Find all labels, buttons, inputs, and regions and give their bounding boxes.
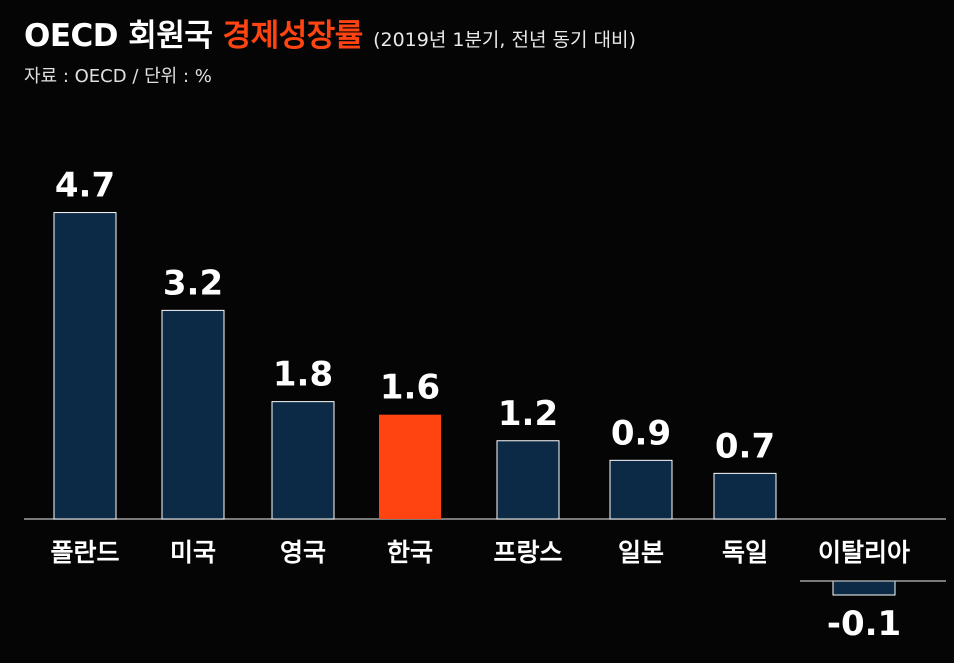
value-label-6: 0.9: [611, 413, 671, 453]
value-label-5: 1.2: [498, 394, 558, 434]
category-label-3: 영국: [280, 538, 326, 567]
title-main: OECD 회원국: [24, 18, 213, 54]
bar-6: [609, 459, 673, 520]
bar-5: [496, 440, 560, 520]
category-label-2: 미국: [170, 538, 216, 567]
category-label-8: 이탈리아: [818, 538, 910, 567]
bar-7: [713, 472, 777, 520]
bar-1: [53, 212, 117, 520]
bar-4: [379, 414, 441, 519]
value-label-3: 1.8: [273, 355, 333, 395]
value-label-8: -0.1: [827, 604, 901, 644]
title-note: (2019년 1분기, 전년 동기 대비): [373, 29, 636, 51]
category-label-5: 프랑스: [493, 538, 562, 567]
category-label-7: 독일: [722, 538, 768, 567]
value-label-2: 3.2: [163, 263, 223, 303]
bar-3: [271, 401, 335, 520]
source-note: 자료 : OECD / 단위 : %: [24, 66, 212, 87]
category-label-6: 일본: [618, 538, 664, 567]
category-label-4: 한국: [387, 538, 433, 567]
bar-8: [832, 580, 896, 596]
bar-2: [161, 309, 225, 520]
value-label-7: 0.7: [715, 426, 775, 466]
chart-title: OECD 회원국 경제성장률 (2019년 1분기, 전년 동기 대비): [24, 10, 636, 55]
value-label-1: 4.7: [55, 166, 115, 206]
value-label-4: 1.6: [380, 368, 440, 408]
title-highlight: 경제성장률: [222, 18, 364, 54]
category-label-1: 폴란드: [50, 538, 119, 567]
